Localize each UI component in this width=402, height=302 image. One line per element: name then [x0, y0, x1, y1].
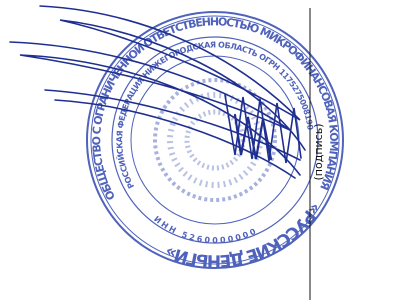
signature-label: (подпись) [312, 124, 325, 181]
stamp: ОБЩЕСТВО С ОГРАНИЧЕННОЙ ОТВЕТСТВЕННОСТЬЮ… [87, 12, 343, 270]
stamp-scan: ОБЩЕСТВО С ОГРАНИЧЕННОЙ ОТВЕТСТВЕННОСТЬЮ… [0, 0, 402, 302]
stamp-rosette [187, 112, 243, 168]
stamp-inner-text-path: РОССИЙСКАЯ ФЕДЕРАЦИЯ НИЖЕГОРОДСКАЯ ОБЛАС… [114, 40, 315, 189]
stamp-ring [112, 37, 318, 243]
stamp-rosette [170, 95, 260, 185]
stamp-inn: ИНН 5260000000 [152, 214, 257, 245]
stamp-inner-text: РОССИЙСКАЯ ФЕДЕРАЦИЯ НИЖЕГОРОДСКАЯ ОБЛАС… [114, 40, 315, 189]
stamp-inn-path: ИНН 5260000000 [152, 214, 257, 245]
